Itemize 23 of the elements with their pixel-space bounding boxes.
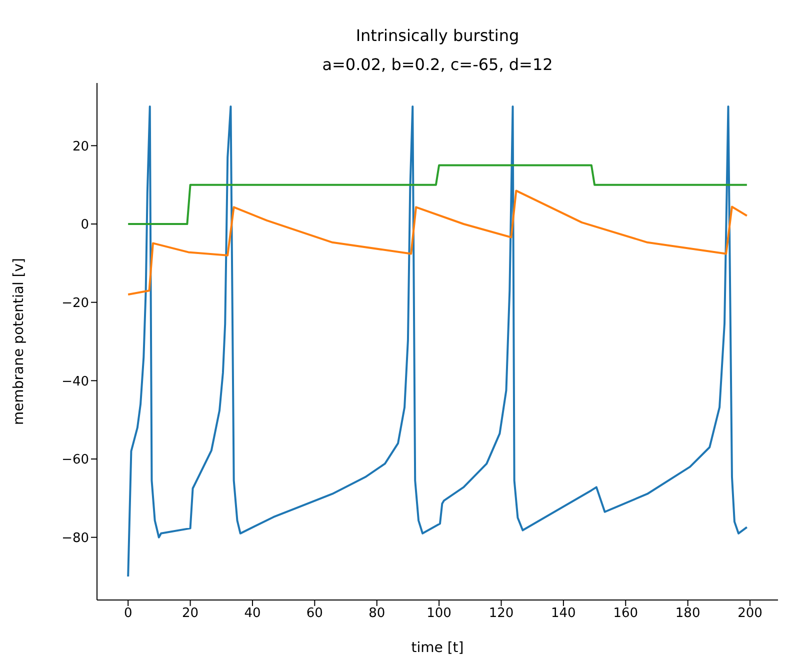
- line-series: [127, 106, 748, 578]
- y-tick-label: −60: [62, 452, 89, 468]
- x-tick-label: 0: [124, 606, 132, 622]
- x-tick-label: 120: [488, 606, 514, 622]
- x-tick-label: 140: [551, 606, 576, 622]
- chart-subtitle: a=0.02, b=0.2, c=-65, d=12: [322, 55, 553, 74]
- x-tick-label: 180: [675, 606, 700, 622]
- y-tick-label: −80: [62, 530, 89, 546]
- x-tick-label: 40: [244, 606, 261, 622]
- x-tick-label: 160: [613, 606, 638, 622]
- x-tick-label: 200: [738, 606, 762, 622]
- y-tick-label: 0: [80, 218, 89, 233]
- y-tick-label: −40: [62, 374, 89, 390]
- y-tick-label: −20: [62, 296, 89, 311]
- x-tick-label: 80: [368, 606, 386, 622]
- y-tick-label: 20: [72, 139, 89, 154]
- x-axis-title: time [t]: [411, 640, 464, 656]
- x-tick-label: 60: [306, 606, 323, 622]
- x-tick-label: 100: [426, 606, 452, 622]
- x-tick-label: 20: [182, 606, 199, 622]
- line-series: [127, 190, 748, 296]
- y-axis-title: membrane potential [v]: [10, 258, 27, 425]
- chart-title: Intrinsically bursting: [356, 26, 520, 45]
